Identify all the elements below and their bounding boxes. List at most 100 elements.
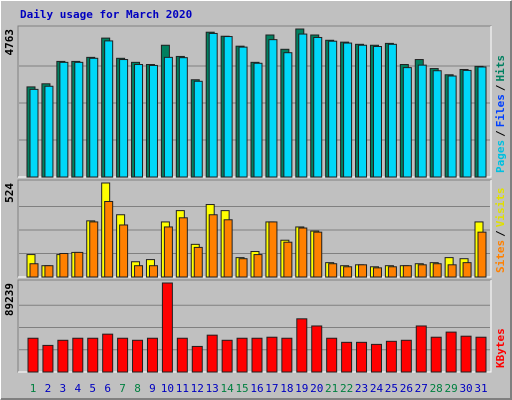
bar bbox=[343, 266, 353, 278]
bar bbox=[462, 262, 472, 278]
bar bbox=[283, 241, 293, 278]
x-tick-label: 5 bbox=[89, 382, 96, 395]
x-tick-label: 18 bbox=[280, 382, 293, 395]
bar bbox=[193, 246, 203, 278]
bar bbox=[358, 44, 368, 178]
bar bbox=[74, 251, 84, 278]
x-tick-label: 19 bbox=[295, 382, 308, 395]
legend-separator: / bbox=[494, 84, 507, 91]
legend-entry: KBytes bbox=[494, 328, 507, 368]
x-tick-label: 21 bbox=[325, 382, 338, 395]
x-tick-label: 25 bbox=[385, 382, 398, 395]
chart-title: Daily usage for March 2020 bbox=[20, 8, 192, 21]
legend-entry: Sites bbox=[494, 240, 507, 273]
bar bbox=[311, 325, 323, 373]
bar bbox=[193, 80, 203, 178]
bar bbox=[417, 264, 427, 278]
legend-entry: Pages bbox=[494, 140, 507, 173]
bar bbox=[208, 214, 218, 278]
bar bbox=[29, 88, 39, 178]
x-tick-label: 8 bbox=[134, 382, 141, 395]
bar bbox=[161, 282, 173, 373]
bar bbox=[87, 337, 99, 373]
bar bbox=[238, 258, 248, 278]
bar bbox=[370, 343, 382, 373]
bar bbox=[372, 267, 382, 278]
y-tick-label: 89239 bbox=[3, 283, 16, 316]
x-tick-label: 11 bbox=[176, 382, 189, 395]
bar bbox=[358, 264, 368, 278]
bar bbox=[74, 61, 84, 178]
bar bbox=[59, 253, 69, 278]
bar bbox=[372, 45, 382, 178]
bar bbox=[432, 70, 442, 178]
bar bbox=[313, 231, 323, 278]
x-tick-label: 1 bbox=[30, 382, 37, 395]
bar bbox=[447, 264, 457, 278]
bar bbox=[328, 263, 338, 278]
legend: Sites / Visits bbox=[494, 188, 507, 274]
x-tick-label: 12 bbox=[191, 382, 204, 395]
bar bbox=[223, 36, 233, 178]
bar bbox=[313, 36, 323, 178]
x-tick-label: 28 bbox=[430, 382, 443, 395]
x-tick-label: 3 bbox=[60, 382, 67, 395]
bar bbox=[298, 33, 308, 178]
bar bbox=[475, 336, 487, 373]
y-tick-label: 4763 bbox=[3, 29, 16, 56]
legend-entry: Files bbox=[494, 94, 507, 127]
bar bbox=[326, 337, 338, 373]
x-tick-label: 29 bbox=[445, 382, 458, 395]
bar bbox=[387, 266, 397, 278]
bar bbox=[57, 339, 69, 373]
bar bbox=[134, 64, 144, 178]
x-tick-label: 15 bbox=[235, 382, 248, 395]
bar bbox=[417, 64, 427, 178]
x-tick-label: 31 bbox=[474, 382, 487, 395]
bar bbox=[341, 341, 353, 373]
bar bbox=[221, 339, 233, 373]
bar bbox=[296, 318, 308, 373]
x-tick-label: 16 bbox=[250, 382, 263, 395]
legend-entry: Hits bbox=[494, 55, 507, 82]
bar bbox=[281, 337, 293, 373]
bar bbox=[298, 227, 308, 278]
bar bbox=[253, 62, 263, 178]
bar bbox=[400, 339, 412, 373]
bar bbox=[387, 43, 397, 178]
bar bbox=[72, 337, 84, 373]
bar bbox=[432, 263, 442, 278]
x-tick-label: 26 bbox=[400, 382, 413, 395]
bar bbox=[104, 40, 114, 178]
x-tick-label: 24 bbox=[370, 382, 384, 395]
bar bbox=[343, 42, 353, 178]
bar bbox=[328, 40, 338, 178]
bar bbox=[223, 219, 233, 278]
bar bbox=[477, 66, 487, 178]
x-tick-label: 13 bbox=[206, 382, 219, 395]
x-tick-label: 7 bbox=[119, 382, 126, 395]
panel-bevel bbox=[18, 26, 492, 178]
bar bbox=[117, 337, 129, 373]
bar bbox=[445, 331, 457, 373]
bar bbox=[266, 336, 278, 373]
bar bbox=[415, 325, 427, 373]
x-tick-label: 6 bbox=[104, 382, 111, 395]
bar bbox=[477, 231, 487, 278]
legend-entry: Visits bbox=[494, 188, 507, 228]
bar bbox=[176, 337, 188, 373]
bar bbox=[134, 265, 144, 278]
bar bbox=[191, 345, 203, 373]
legend-separator: / bbox=[494, 230, 507, 237]
bar bbox=[163, 56, 173, 178]
bar bbox=[42, 344, 54, 373]
bar bbox=[385, 340, 397, 373]
panel-bevel bbox=[18, 280, 492, 373]
x-tick-label: 20 bbox=[310, 382, 323, 395]
bar bbox=[356, 341, 368, 373]
bar bbox=[253, 254, 263, 278]
x-tick-label: 10 bbox=[161, 382, 174, 395]
bar bbox=[283, 52, 293, 178]
